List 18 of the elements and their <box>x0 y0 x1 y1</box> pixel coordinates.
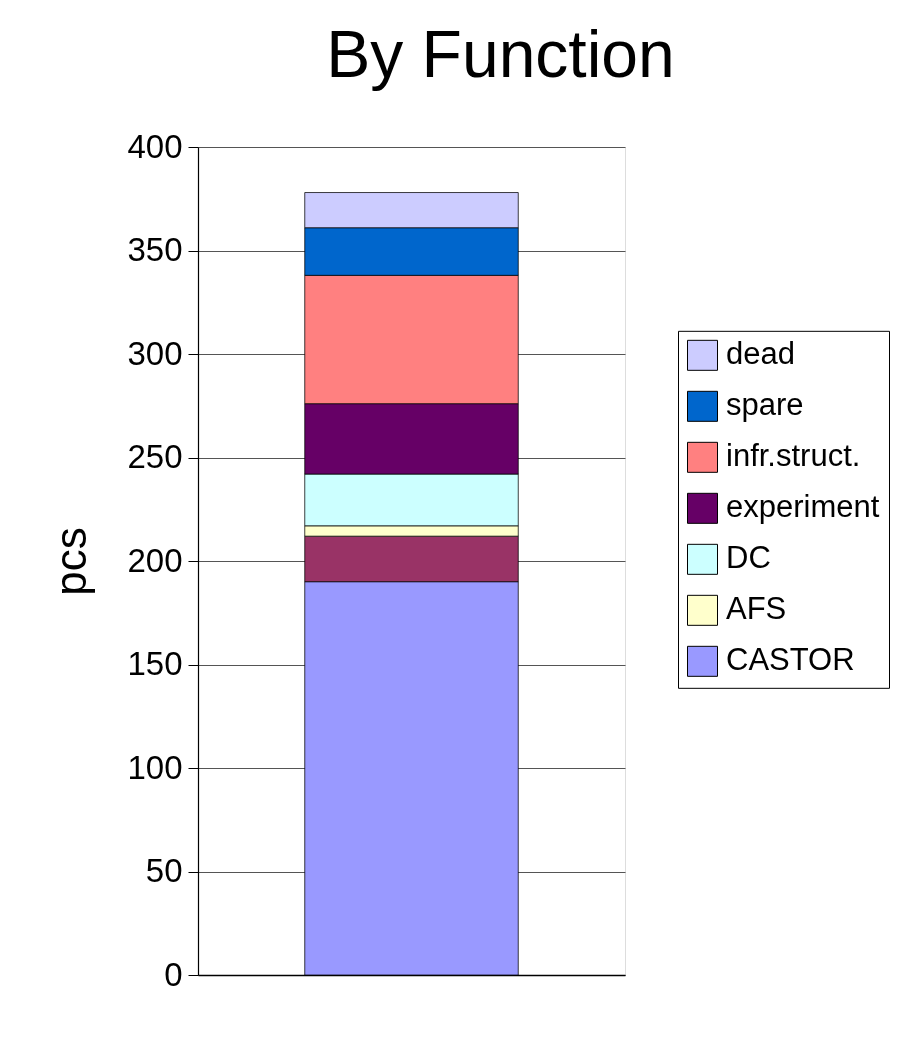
y-tick-label: 100 <box>127 748 183 786</box>
y-tick-label: 200 <box>127 541 183 579</box>
legend-label: infr.struct. <box>726 438 861 474</box>
y-axis-title: pcs <box>46 527 96 596</box>
y-tick-label: 50 <box>145 852 183 889</box>
legend-label: dead <box>726 336 795 372</box>
y-tick-label: 350 <box>127 231 183 268</box>
legend-label: spare <box>726 387 804 423</box>
chart-title: By Function <box>326 17 675 91</box>
y-tick-label: 300 <box>127 334 183 372</box>
y-tick-label: 250 <box>127 438 183 475</box>
legend-label: experiment <box>726 489 880 525</box>
legend-label: DC <box>726 540 771 576</box>
legend-label: AFS <box>726 591 787 627</box>
y-tick-label: 400 <box>127 127 183 165</box>
y-tick-label: 150 <box>127 645 183 682</box>
legend-label: CASTOR <box>726 642 855 678</box>
y-tick-label: 0 <box>164 955 183 993</box>
